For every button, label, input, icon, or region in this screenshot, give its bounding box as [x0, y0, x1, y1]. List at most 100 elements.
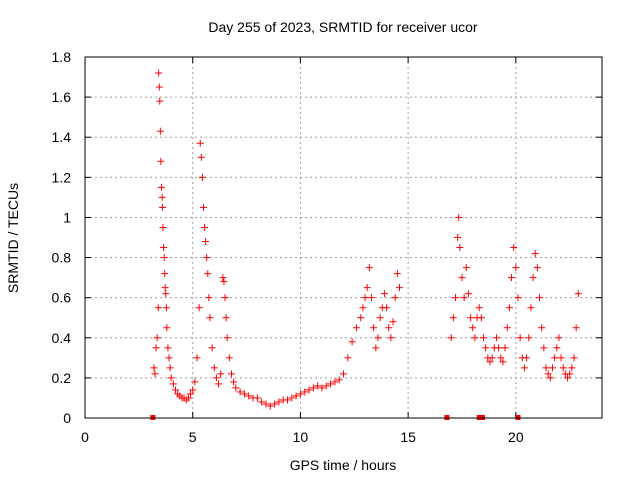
data-point [153, 334, 161, 342]
data-point [387, 334, 395, 342]
data-point [162, 304, 170, 312]
data-point [533, 264, 541, 272]
data-point [159, 223, 167, 231]
data-point [318, 384, 326, 392]
data-point [202, 238, 210, 246]
plot-frame [84, 56, 603, 419]
chart-title: Day 255 of 2023, SRMTID for receiver uco… [208, 19, 478, 35]
data-point [208, 344, 216, 352]
data-point [187, 390, 195, 398]
y-tick-label: 0.4 [52, 330, 72, 346]
data-point [516, 334, 524, 342]
data-point [245, 392, 253, 400]
data-point [544, 370, 552, 378]
data-point [275, 398, 283, 406]
data-point [201, 223, 209, 231]
data-point [357, 314, 365, 322]
data-point [205, 294, 213, 302]
data-point [191, 378, 199, 386]
data-point [495, 344, 503, 352]
data-points [150, 69, 582, 420]
data-point [359, 304, 367, 312]
data-point [551, 354, 559, 362]
data-point [232, 384, 240, 392]
data-point [151, 370, 159, 378]
y-tick-label: 1.6 [52, 89, 72, 105]
y-axis-label: SRMTID / TECUs [5, 183, 21, 293]
data-point [240, 390, 248, 398]
data-point [155, 83, 163, 91]
data-point [296, 390, 304, 398]
data-point [156, 127, 164, 135]
data-point [467, 314, 475, 322]
data-point [155, 69, 163, 77]
data-point [253, 394, 261, 402]
data-point [514, 294, 522, 302]
data-point [527, 304, 535, 312]
x-tick-label: 0 [81, 429, 89, 445]
data-point [370, 324, 378, 332]
x-axis-label: GPS time / hours [290, 457, 397, 473]
data-point [523, 354, 531, 362]
data-point [198, 173, 206, 181]
data-point [572, 324, 580, 332]
data-point [376, 314, 384, 322]
data-point [497, 354, 505, 362]
data-point [389, 318, 397, 326]
data-point [292, 392, 300, 400]
data-point [464, 290, 472, 298]
data-point [564, 374, 572, 382]
data-point [505, 304, 513, 312]
data-point [365, 264, 373, 272]
data-point [525, 334, 533, 342]
y-tick-label: 0.2 [52, 370, 72, 386]
data-point [217, 370, 225, 378]
data-point [486, 358, 494, 366]
data-point [455, 213, 463, 221]
data-point [553, 344, 561, 352]
data-point [156, 97, 164, 105]
data-point [380, 290, 388, 298]
data-point [482, 344, 490, 352]
data-point [331, 378, 339, 386]
data-point [150, 364, 158, 372]
x-tick-label: 5 [189, 429, 197, 445]
data-point [222, 314, 230, 322]
data-point [162, 290, 170, 298]
data-point [520, 364, 528, 372]
data-point [301, 388, 309, 396]
data-point [236, 388, 244, 396]
data-point [161, 270, 169, 278]
data-point [477, 314, 485, 322]
x-tick-label: 15 [400, 429, 416, 445]
data-point [570, 354, 578, 362]
data-point [184, 394, 192, 402]
data-point [475, 304, 483, 312]
data-point [163, 324, 171, 332]
data-point [161, 284, 169, 292]
data-point [160, 254, 168, 262]
data-point [215, 380, 223, 388]
data-point [531, 250, 539, 258]
data-point [199, 203, 207, 211]
data-point [219, 274, 227, 282]
data-point [471, 334, 479, 342]
data-point [458, 274, 466, 282]
data-point [335, 376, 343, 384]
data-point [221, 294, 229, 302]
data-point [271, 400, 279, 408]
data-point [501, 344, 509, 352]
data-point [158, 193, 166, 201]
data-point [574, 290, 582, 298]
data-point [372, 344, 380, 352]
data-point [396, 284, 404, 292]
data-point [220, 278, 228, 286]
data-point [488, 354, 496, 362]
data-point [210, 364, 218, 372]
y-tick-label: 0.6 [52, 290, 72, 306]
data-point [322, 382, 330, 390]
y-tick-label: 0 [63, 410, 71, 426]
data-point [152, 344, 160, 352]
